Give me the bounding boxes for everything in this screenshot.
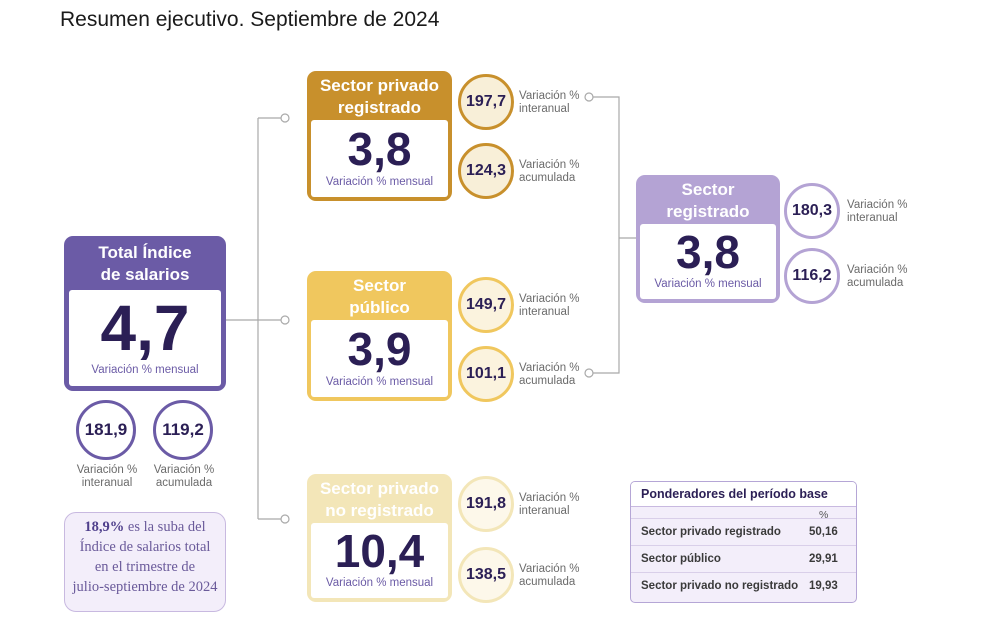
registered-heading-line2: registrado [666,202,750,221]
public-interanual-circle: 149,7 [458,277,514,333]
weights-row-label: Sector público [641,553,721,565]
weights-row-value: 50,16 [809,526,838,538]
connector-node [280,113,290,123]
private-registered-heading-line1: Sector privado [319,76,440,95]
weights-row-label: Sector privado no registrado [641,580,799,592]
private-registered-acumulada-label: Variación % acumulada [519,159,580,184]
total-interanual-circle: 181,9 [76,400,136,460]
quarterly-note: 18,9% es la suba del Índice de salarios … [64,512,226,612]
private-unregistered-heading-line2: no registrado [325,501,434,520]
total-monthly-caption: Variación % mensual [91,364,199,376]
registered-acumulada-label: Variación % acumulada [847,264,908,289]
total-acumulada-label: Variación % acumulada [153,464,215,489]
private-registered-card: Sector privado registrado 3,8 Variación … [307,71,452,201]
weights-table: Ponderadores del período base % Sector p… [630,481,857,603]
note-line2: Índice de salarios total [79,539,211,555]
weights-row-value: 29,91 [809,553,838,565]
public-caption: Variación % mensual [325,376,434,388]
total-interanual-label: Variación % interanual [76,464,138,489]
page-title: Resumen ejecutivo. Septiembre de 2024 [60,8,440,31]
registered-acumulada-circle: 116,2 [784,248,840,304]
private-unregistered-card: Sector privado no registrado 10,4 Variac… [307,474,452,602]
registered-sector-card: Sector registrado 3,8 Variación % mensua… [636,175,780,303]
weights-table-title: Ponderadores del período base [631,482,856,507]
connector-node [280,514,290,524]
weights-row-value: 19,93 [809,580,838,592]
private-registered-acumulada-circle: 124,3 [458,143,514,199]
private-unregistered-acumulada-circle: 138,5 [458,547,514,603]
note-line4: julio-septiembre de 2024 [72,579,218,595]
weights-row-label: Sector privado registrado [641,526,781,538]
private-registered-interanual-label: Variación % interanual [519,90,580,115]
public-acumulada-label: Variación % acumulada [519,362,580,387]
connector-node [584,368,594,378]
registered-caption: Variación % mensual [654,278,762,290]
note-highlight: 18,9% [84,519,125,535]
public-heading-line2: público [349,298,410,317]
note-line3: en el trimestre de [94,559,196,575]
total-heading-line2: de salarios [100,265,190,284]
private-unregistered-interanual-label: Variación % interanual [519,492,580,517]
public-acumulada-circle: 101,1 [458,346,514,402]
private-unregistered-acumulada-label: Variación % acumulada [519,563,580,588]
private-registered-monthly-value: 3,8 [347,123,412,175]
public-monthly-value: 3,9 [347,323,412,375]
total-monthly-value: 4,7 [100,292,190,364]
public-sector-card: Sector público 3,9 Variación % mensual [307,271,452,401]
weights-row: Sector privado no registrado 19,93 [631,572,856,599]
weights-unit: % [819,509,829,521]
registered-monthly-value: 3,8 [676,226,740,278]
total-index-card: Total Índice de salarios 4,7 Variación %… [64,236,226,391]
private-unregistered-caption: Variación % mensual [325,577,434,589]
private-unregistered-heading-line1: Sector privado [319,479,440,498]
public-heading-line1: Sector [353,276,406,295]
total-heading-line1: Total Índice [98,243,192,262]
registered-heading-line1: Sector [681,180,735,199]
total-acumulada-circle: 119,2 [153,400,213,460]
connector-node [584,92,594,102]
connector-node [280,315,290,325]
registered-interanual-label: Variación % interanual [847,199,908,224]
private-registered-caption: Variación % mensual [325,176,434,188]
registered-interanual-circle: 180,3 [784,183,840,239]
note-line1: es la suba del [124,519,206,535]
private-unregistered-monthly-value: 10,4 [334,525,425,577]
weights-row: Sector público 29,91 [631,545,856,572]
private-registered-interanual-circle: 197,7 [458,74,514,130]
private-registered-heading-line2: registrado [337,98,422,117]
public-interanual-label: Variación % interanual [519,293,580,318]
weights-row: Sector privado registrado 50,16 [631,518,856,545]
private-unregistered-interanual-circle: 191,8 [458,476,514,532]
